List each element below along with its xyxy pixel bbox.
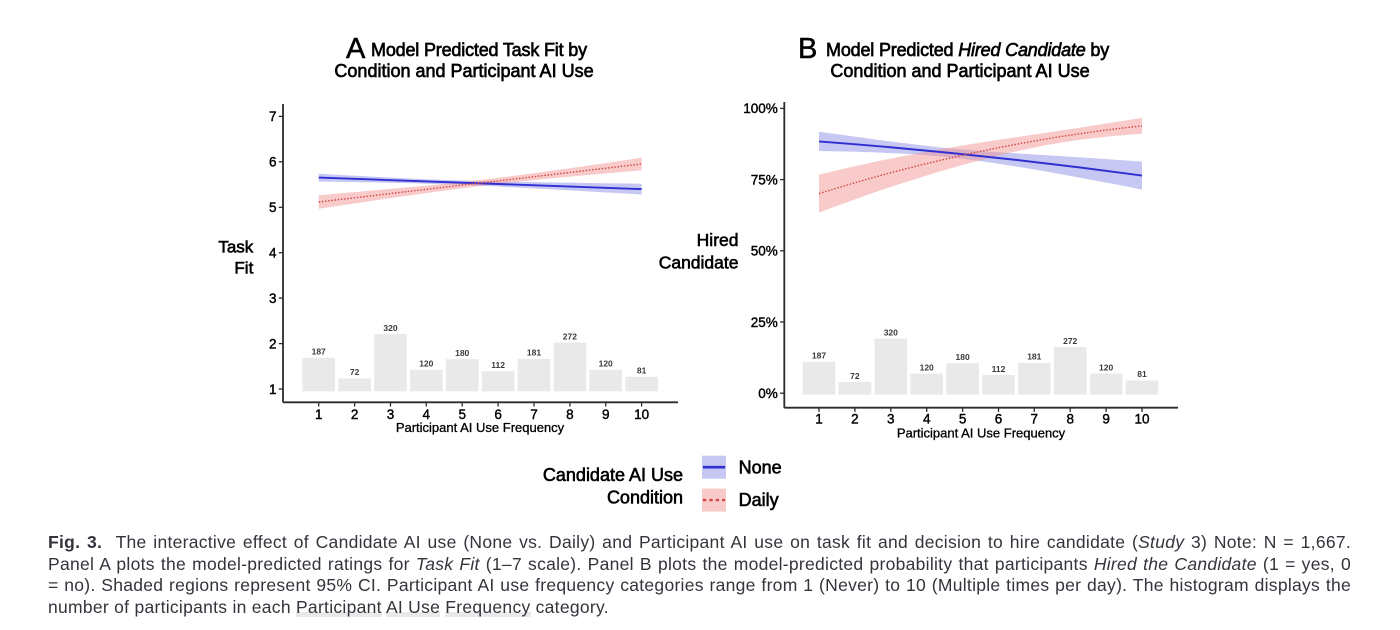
- svg-text:72: 72: [350, 367, 360, 377]
- svg-text:6: 6: [494, 407, 502, 422]
- svg-text:272: 272: [1063, 336, 1077, 346]
- svg-text:2: 2: [351, 407, 359, 422]
- svg-text:Condition and Participant AI U: Condition and Participant AI Use: [334, 61, 593, 81]
- svg-text:Candidate AI Use: Candidate AI Use: [543, 465, 683, 485]
- svg-text:9: 9: [1102, 412, 1110, 427]
- svg-text:180: 180: [455, 348, 469, 358]
- svg-text:Participant AI Use Frequency: Participant AI Use Frequency: [396, 420, 565, 435]
- svg-text:1: 1: [815, 412, 823, 427]
- svg-text:Hired: Hired: [697, 230, 739, 250]
- svg-text:8: 8: [566, 407, 574, 422]
- svg-text:Fit: Fit: [234, 259, 253, 278]
- svg-text:4: 4: [923, 412, 931, 427]
- svg-text:5: 5: [458, 407, 466, 422]
- svg-text:181: 181: [1027, 352, 1041, 362]
- svg-text:Participant AI Use Frequency: Participant AI Use Frequency: [897, 426, 1066, 441]
- svg-text:10: 10: [634, 407, 649, 422]
- svg-text:A: A: [346, 33, 366, 65]
- svg-text:320: 320: [884, 327, 898, 337]
- svg-text:7: 7: [269, 109, 277, 124]
- svg-text:120: 120: [920, 362, 934, 372]
- svg-text:81: 81: [637, 366, 647, 376]
- svg-text:25%: 25%: [751, 315, 778, 330]
- svg-text:Daily: Daily: [739, 490, 779, 510]
- svg-text:72: 72: [850, 371, 860, 381]
- svg-text:120: 120: [419, 359, 433, 369]
- svg-text:6: 6: [995, 412, 1003, 427]
- svg-text:3: 3: [269, 291, 277, 306]
- svg-text:3: 3: [887, 412, 895, 427]
- svg-text:1: 1: [269, 382, 277, 397]
- svg-text:5: 5: [959, 412, 967, 427]
- svg-text:5: 5: [269, 200, 277, 215]
- svg-text:320: 320: [383, 323, 397, 333]
- svg-text:120: 120: [1099, 362, 1113, 372]
- svg-text:181: 181: [527, 348, 541, 358]
- svg-text:187: 187: [312, 347, 326, 357]
- svg-text:Model Predicted Hired Candidat: Model Predicted Hired Candidate by: [826, 40, 1109, 60]
- svg-text:2: 2: [269, 336, 277, 351]
- svg-text:100%: 100%: [743, 101, 778, 116]
- svg-text:2: 2: [851, 412, 859, 427]
- svg-text:8: 8: [1066, 412, 1074, 427]
- svg-text:50%: 50%: [751, 244, 778, 259]
- svg-text:0%: 0%: [758, 386, 778, 401]
- svg-text:4: 4: [423, 407, 431, 422]
- svg-text:7: 7: [530, 407, 538, 422]
- svg-text:75%: 75%: [751, 172, 778, 187]
- svg-text:180: 180: [956, 352, 970, 362]
- svg-text:7: 7: [1031, 412, 1039, 427]
- svg-text:112: 112: [992, 364, 1006, 374]
- svg-text:6: 6: [269, 155, 277, 170]
- svg-text:Condition and Participant AI U: Condition and Participant AI Use: [830, 61, 1089, 81]
- svg-text:Condition: Condition: [607, 488, 683, 508]
- svg-text:Model Predicted Task Fit by: Model Predicted Task Fit by: [371, 40, 587, 60]
- svg-text:120: 120: [599, 359, 613, 369]
- svg-text:10: 10: [1134, 412, 1149, 427]
- svg-text:9: 9: [602, 407, 610, 422]
- svg-text:Candidate: Candidate: [659, 253, 739, 273]
- svg-text:4: 4: [269, 246, 277, 261]
- svg-text:Task: Task: [218, 238, 253, 257]
- svg-text:272: 272: [563, 331, 577, 341]
- svg-text:81: 81: [1137, 369, 1147, 379]
- svg-text:187: 187: [812, 351, 826, 361]
- svg-text:B: B: [798, 33, 817, 65]
- svg-text:1: 1: [315, 407, 323, 422]
- svg-text:None: None: [739, 458, 782, 478]
- svg-text:112: 112: [491, 360, 505, 370]
- svg-text:3: 3: [387, 407, 395, 422]
